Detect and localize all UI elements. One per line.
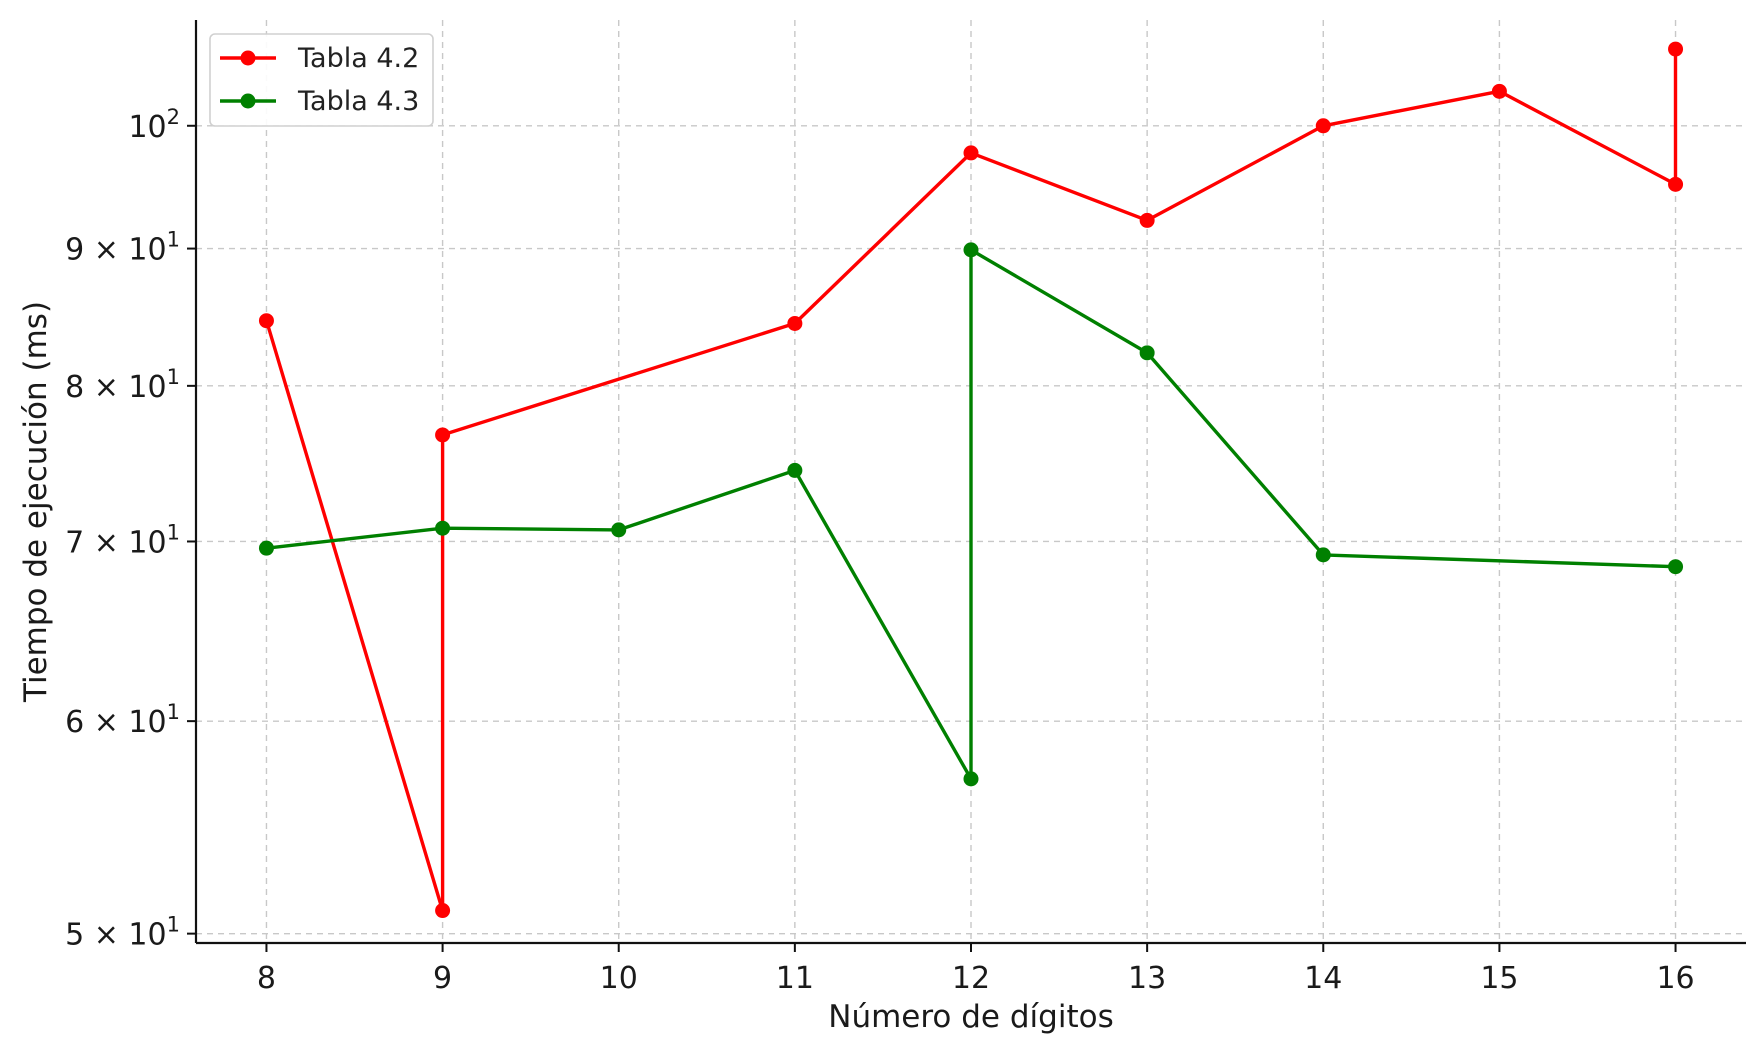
data-point [1668, 176, 1684, 192]
data-point [963, 145, 979, 161]
y-tick-label: 8 × 101 [65, 365, 180, 405]
axes-layer: 8 9 10 11 12 13 14 15 16 5 × 101 6 × 101 7 × 101 8 ×… [65, 20, 1746, 996]
x-tick-label: 11 [776, 961, 814, 996]
x-tick-label: 14 [1304, 961, 1342, 996]
x-tick-label: 8 [257, 961, 276, 996]
x-tick-label: 12 [952, 961, 990, 996]
data-point [1139, 345, 1155, 361]
legend-marker [240, 93, 256, 109]
y-tick-label: 102 [128, 105, 180, 145]
x-tick-label: 16 [1656, 961, 1694, 996]
legend-marker [240, 50, 256, 66]
data-point [1315, 118, 1331, 134]
data-point [787, 315, 803, 331]
data-point [1315, 547, 1331, 563]
data-point [787, 462, 803, 478]
series-line [264, 49, 1678, 913]
x-tick-label: 10 [600, 961, 638, 996]
y-axis-label: Tiempo de ejecución (ms) [18, 301, 54, 703]
data-point [963, 771, 979, 787]
y-tick-label: 5 × 101 [65, 913, 180, 953]
data-point [435, 903, 451, 919]
x-tick-label: 15 [1480, 961, 1518, 996]
x-tick-label: 13 [1128, 961, 1166, 996]
data-point [1139, 212, 1155, 228]
data-point [1668, 559, 1684, 575]
data-point [1668, 41, 1684, 57]
legend-label: Tabla 4.2 [297, 43, 419, 74]
x-axis-label: Número de dígitos [828, 999, 1113, 1035]
data-point [258, 540, 274, 556]
data-point [258, 313, 274, 329]
y-tick-label: 7 × 101 [65, 520, 180, 560]
legend: Tabla 4.2 Tabla 4.3 [209, 33, 434, 127]
data-point [435, 520, 451, 536]
series-line [266, 248, 1676, 781]
y-tick-label: 9 × 101 [65, 228, 180, 268]
legend-label: Tabla 4.3 [297, 86, 419, 117]
series-layer [258, 41, 1684, 919]
data-point [435, 427, 451, 443]
data-point [963, 242, 979, 258]
y-tick-label: 6 × 101 [65, 700, 180, 740]
data-point [611, 522, 627, 538]
x-tick-label: 9 [433, 961, 452, 996]
data-point [1491, 83, 1507, 99]
